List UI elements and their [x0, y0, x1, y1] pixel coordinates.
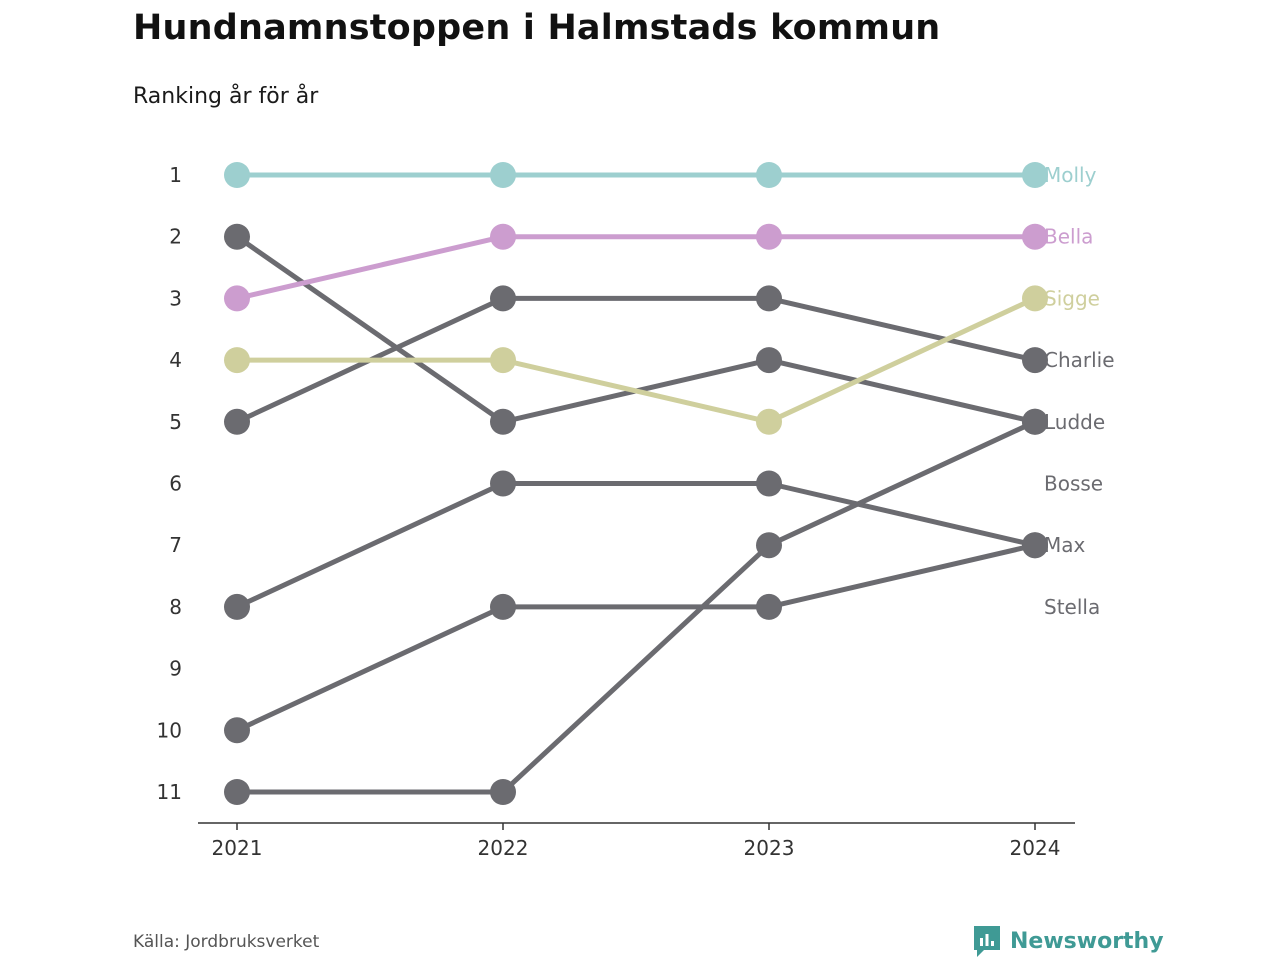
data-point — [224, 223, 250, 250]
end-labels: Molly Bella Sigge Charlie Ludde Bosse Max Stell… — [1044, 163, 1115, 619]
x-axis-ticks: 2021 2022 2023 2024 — [212, 823, 1061, 860]
data-point — [1022, 223, 1048, 250]
data-point — [490, 223, 516, 250]
y-tick-label: 8 — [169, 595, 182, 619]
data-point — [1022, 347, 1048, 374]
chart-subtitle: Ranking år för år — [133, 84, 319, 109]
data-point — [490, 162, 516, 188]
chart-title: Hundnamnstoppen i Halmstads kommun — [133, 8, 941, 48]
data-point — [1022, 285, 1048, 312]
data-point — [490, 285, 516, 312]
data-point — [490, 408, 516, 435]
data-point — [224, 408, 250, 435]
data-point — [224, 717, 250, 744]
series-line — [234, 234, 1038, 301]
data-point — [224, 347, 250, 374]
series-line — [234, 542, 1038, 733]
data-point — [224, 593, 250, 620]
data-point — [1022, 162, 1048, 188]
end-label: Ludde — [1044, 410, 1105, 434]
data-point — [756, 223, 782, 250]
data-point — [756, 408, 782, 435]
end-label: Molly — [1044, 163, 1097, 187]
y-tick-label: 4 — [169, 348, 182, 372]
data-point — [224, 779, 250, 805]
y-tick-label: 5 — [169, 410, 182, 434]
data-point — [224, 285, 250, 312]
brand-logo[interactable]: Newsworthy — [972, 924, 1164, 958]
x-tick-label: 2024 — [1010, 836, 1061, 860]
y-tick-label: 1 — [169, 163, 182, 187]
data-point — [490, 347, 516, 374]
y-axis-ticks: 1 2 3 4 5 6 7 8 9 10 11 — [157, 163, 182, 804]
source-note: Källa: Jordbruksverket — [133, 932, 320, 952]
data-point — [224, 162, 250, 188]
series-line — [234, 481, 1038, 610]
data-point — [490, 470, 516, 497]
series-line — [234, 295, 1038, 425]
end-label: Stella — [1044, 595, 1100, 619]
end-label: Bosse — [1044, 472, 1103, 496]
data-point — [756, 162, 782, 188]
data-point — [756, 593, 782, 620]
bar-chart-speech-bubble-icon — [974, 926, 1000, 957]
brand-name: Newsworthy — [1010, 928, 1164, 954]
y-tick-label: 10 — [157, 718, 182, 742]
data-point — [756, 470, 782, 497]
y-tick-label: 2 — [169, 225, 182, 249]
x-tick-label: 2021 — [212, 836, 263, 860]
data-point — [1022, 532, 1048, 559]
end-label: Charlie — [1044, 348, 1115, 372]
series-points — [224, 162, 1048, 805]
end-label: Bella — [1044, 225, 1093, 249]
data-point — [756, 347, 782, 374]
data-point — [490, 779, 516, 805]
series-line — [234, 419, 1038, 795]
x-tick-label: 2022 — [478, 836, 529, 860]
series-lines — [234, 172, 1038, 795]
y-tick-label: 6 — [169, 472, 182, 496]
y-tick-label: 11 — [157, 780, 182, 804]
y-tick-label: 3 — [169, 286, 182, 310]
end-label: Max — [1044, 533, 1086, 557]
x-tick-label: 2023 — [744, 836, 795, 860]
data-point — [490, 593, 516, 620]
series-line — [234, 234, 1038, 425]
y-tick-label: 9 — [169, 657, 182, 681]
data-point — [756, 285, 782, 312]
end-label: Sigge — [1044, 286, 1100, 310]
data-point — [756, 532, 782, 559]
data-point — [1022, 408, 1048, 435]
y-tick-label: 7 — [169, 533, 182, 557]
